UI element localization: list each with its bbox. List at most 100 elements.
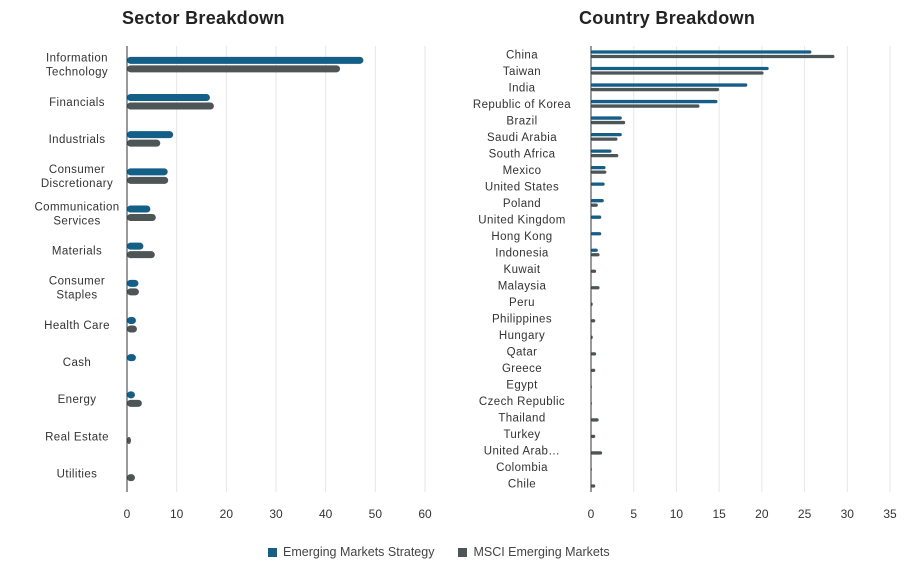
country-bar-benchmark (591, 269, 597, 273)
sector-category-label: Consumer (49, 164, 105, 176)
sector-tick-label: 0 (124, 507, 131, 521)
country-bar-benchmark (591, 319, 596, 323)
country-tick-label: 25 (798, 507, 812, 521)
country-category-label: Greece (502, 363, 542, 375)
sector-bar-benchmark (127, 65, 341, 73)
sector-category-label: Real Estate (45, 431, 109, 443)
sector-bar-strategy (127, 242, 144, 250)
sector-tick-label: 10 (170, 507, 184, 521)
country-category-label: Chile (508, 479, 536, 491)
sector-category-label: Financials (49, 97, 105, 109)
country-category-label: Brazil (506, 115, 537, 127)
country-bar-strategy (591, 232, 602, 236)
legend-swatch-benchmark (458, 547, 468, 557)
sector-bar-strategy (127, 56, 364, 64)
country-category-label: Poland (503, 198, 541, 210)
country-category-label: Philippines (492, 314, 552, 326)
sector-bar-strategy (127, 168, 168, 176)
country-bar-strategy (591, 132, 622, 137)
country-category-label: Qatar (507, 347, 538, 359)
legend: Emerging Markets Strategy MSCI Emerging … (268, 545, 634, 559)
country-category-label: Colombia (496, 462, 548, 474)
country-tick-label: 10 (670, 507, 684, 521)
country-bar-benchmark (591, 71, 764, 75)
country-chart-title: Country Breakdown (579, 8, 756, 28)
sector-category-label: Communication (34, 201, 119, 213)
sector-category-label: Information (46, 53, 108, 65)
sector-category-label: Industrials (49, 134, 106, 146)
sector-category-label: Cash (63, 357, 91, 369)
country-plot: 0 5 10 15 20 25 30 35 China Taiwan India Republic o… (473, 46, 897, 521)
legend-item-benchmark[interactable]: MSCI Emerging Markets (458, 545, 610, 559)
country-bar-benchmark (591, 253, 600, 257)
country-category-label: Czech Republic (479, 396, 565, 408)
sector-tick-label: 40 (319, 507, 333, 521)
sector-bar-benchmark (127, 474, 135, 482)
sector-bar-benchmark (127, 437, 131, 444)
country-tick-label: 20 (755, 507, 769, 521)
country-category-label: Republic of Korea (473, 99, 571, 111)
country-bar-benchmark (591, 54, 835, 59)
legend-swatch-strategy (268, 547, 277, 557)
country-bar-benchmark (591, 286, 600, 290)
country-bar-benchmark (591, 87, 720, 92)
country-category-label: Indonesia (495, 247, 549, 259)
sector-bar-benchmark (127, 214, 156, 221)
country-bar-strategy (591, 50, 812, 54)
country-bar-benchmark (591, 137, 618, 141)
country-bar-benchmark (591, 203, 598, 207)
sector-plot: 0 10 20 30 40 50 60 Information Technology Financ… (34, 46, 432, 521)
sector-bar-strategy (127, 317, 136, 324)
sector-bar-strategy (127, 391, 135, 399)
country-bar-benchmark (591, 120, 626, 125)
sector-tick-label: 20 (220, 507, 234, 521)
country-category-label: United Kingdom (478, 214, 565, 226)
sector-category-label: Discretionary (41, 178, 113, 190)
sector-chart-title: Sector Breakdown (122, 8, 285, 28)
country-bar-strategy (591, 99, 718, 104)
country-category-label: Peru (509, 297, 535, 309)
sector-bar-benchmark (127, 288, 139, 296)
country-category-label: Saudi Arabia (487, 132, 557, 144)
country-bar-benchmark (591, 368, 596, 373)
country-category-label: United Arab… (484, 446, 560, 458)
sector-category-label: Materials (52, 245, 102, 257)
country-category-label: South Africa (489, 148, 556, 160)
sector-bar-benchmark (127, 325, 137, 333)
sector-category-label: Services (53, 215, 100, 227)
country-category-label: India (509, 82, 536, 94)
country-bar-benchmark (591, 484, 596, 488)
country-tick-label: 30 (841, 507, 855, 521)
country-category-label: Taiwan (503, 66, 541, 78)
sector-category-label: Health Care (44, 320, 110, 332)
legend-label-benchmark: MSCI Emerging Markets (473, 545, 610, 559)
sector-bar-strategy (127, 94, 210, 101)
sector-bar-strategy (127, 205, 151, 213)
sector-tick-label: 30 (269, 507, 283, 521)
country-bar-benchmark (591, 434, 596, 439)
country-bar-benchmark (591, 451, 603, 455)
country-category-label: Malaysia (498, 281, 547, 293)
country-category-label: Hungary (499, 330, 545, 342)
sector-bar-strategy (127, 131, 174, 139)
country-bar-benchmark (591, 153, 619, 158)
legend-item-strategy[interactable]: Emerging Markets Strategy (268, 545, 434, 559)
country-category-label: United States (485, 181, 559, 193)
country-category-label: China (506, 49, 538, 61)
country-bar-benchmark (591, 170, 607, 174)
country-bar-benchmark (591, 352, 597, 356)
country-category-label: Turkey (503, 429, 540, 441)
sector-bar-benchmark (127, 102, 214, 110)
sector-tick-label: 50 (369, 507, 383, 521)
country-bar-strategy (591, 182, 605, 186)
country-bar-strategy (591, 116, 622, 120)
country-category-label: Mexico (503, 165, 542, 177)
country-category-label: Kuwait (504, 264, 541, 276)
country-category-label: Thailand (498, 413, 545, 425)
sector-category-label: Staples (56, 290, 97, 302)
sector-bar-benchmark (127, 399, 142, 407)
country-tick-label: 5 (630, 507, 637, 521)
country-tick-label: 0 (588, 507, 595, 521)
country-bar-strategy (591, 149, 612, 153)
